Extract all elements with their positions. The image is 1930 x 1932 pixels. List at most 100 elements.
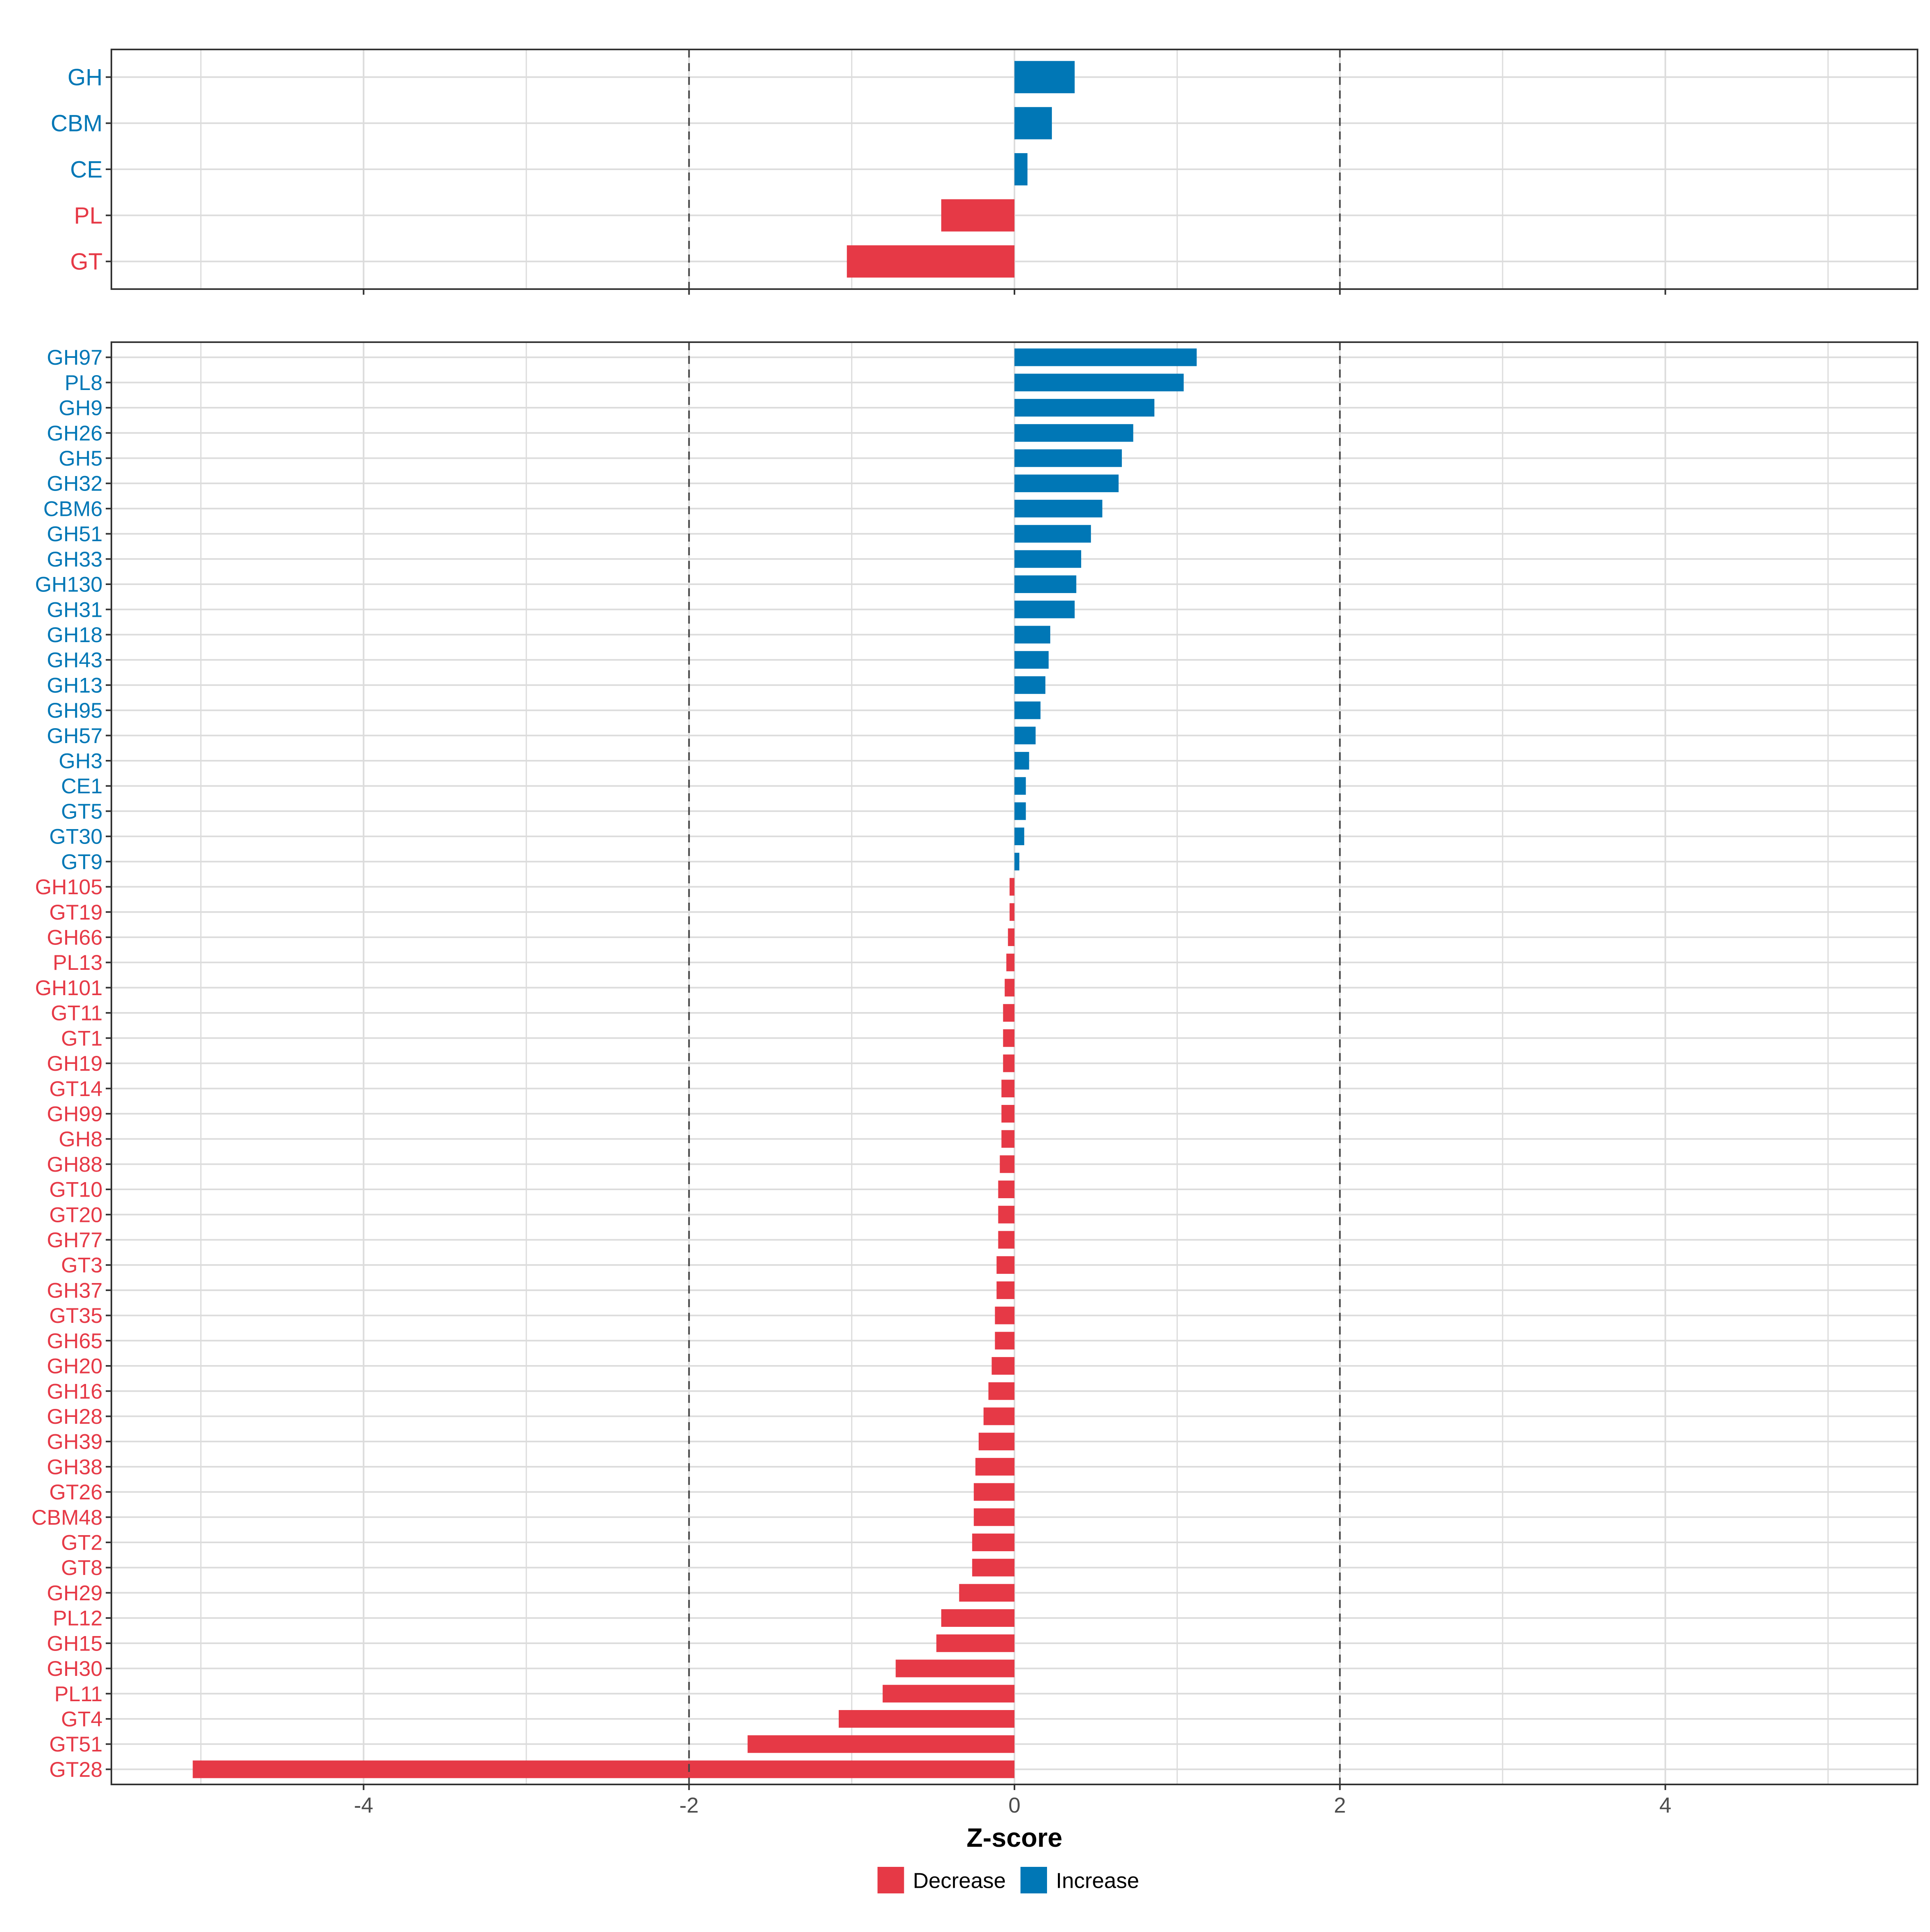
- bar-gh77: [998, 1231, 1014, 1249]
- y-tick-label: GH33: [47, 548, 103, 571]
- bar-gh66: [1008, 928, 1014, 946]
- y-tick-label: GH15: [47, 1632, 103, 1655]
- bar-gh16: [988, 1382, 1014, 1400]
- bar-gt4: [838, 1710, 1014, 1728]
- y-tick-label: GH5: [59, 447, 103, 470]
- y-tick-label: GT28: [49, 1758, 103, 1782]
- panel-family-level: GH97PL8GH9GH26GH5GH32CBM6GH51GH33GH130GH…: [31, 341, 1918, 1790]
- bar-gh101: [1004, 979, 1014, 997]
- y-tick-label: GH105: [35, 875, 103, 899]
- y-tick-label: GT4: [61, 1708, 103, 1731]
- bar-gt51: [747, 1735, 1014, 1753]
- bar-gh8: [1001, 1130, 1014, 1148]
- y-tick-label: PL: [74, 203, 103, 229]
- y-axis-labels: GH CBM CE PL GT: [51, 64, 111, 275]
- bar-gh18: [1014, 626, 1051, 644]
- y-tick-label: GH8: [59, 1127, 103, 1151]
- panels-layer: GH CBM CE PL GT GH97PL8GH9GH26GH5GH32CBM6GH51…: [31, 49, 1918, 1790]
- y-tick-label: GH51: [47, 522, 103, 546]
- bar-gh130: [1014, 575, 1076, 593]
- y-tick-label: GH38: [47, 1455, 103, 1479]
- bar-pl13: [1006, 953, 1014, 971]
- bar-gh28: [983, 1407, 1014, 1425]
- bar-pl8: [1014, 374, 1184, 392]
- y-tick-label: CE1: [61, 774, 103, 798]
- bar-gh3: [1014, 752, 1029, 770]
- y-tick-label: PL11: [54, 1682, 103, 1706]
- bar-gh15: [936, 1634, 1014, 1652]
- bar-gh88: [1000, 1155, 1014, 1173]
- y-tick-label: GT9: [61, 850, 103, 874]
- y-tick-label: GT20: [49, 1203, 103, 1227]
- bar-pl11: [883, 1685, 1014, 1703]
- y-tick-label: GH18: [47, 623, 103, 647]
- y-tick-label: GT11: [51, 1002, 103, 1025]
- y-tick-label: GT30: [49, 825, 103, 849]
- legend: Decrease Increase: [877, 1867, 1139, 1893]
- bar-gh30: [895, 1659, 1014, 1677]
- y-tick-label: GH16: [47, 1380, 103, 1403]
- y-tick-label: GT10: [49, 1178, 103, 1202]
- y-tick-label: GH57: [47, 724, 103, 748]
- y-tick-label: GH29: [47, 1581, 103, 1605]
- bar-gh9: [1014, 399, 1155, 417]
- y-tick-label: GH9: [59, 396, 103, 420]
- bar-pl: [941, 199, 1014, 232]
- bar-gt5: [1014, 802, 1026, 820]
- legend-swatch-decrease: [877, 1867, 904, 1893]
- x-ticks: [363, 289, 1666, 295]
- bar-gh31: [1014, 600, 1075, 618]
- legend-swatch-increase: [1020, 1867, 1047, 1893]
- y-tick-label: GH99: [47, 1102, 103, 1126]
- bar-gt11: [1003, 1004, 1014, 1022]
- bar-gt35: [995, 1306, 1014, 1324]
- y-tick-label: GH31: [47, 598, 103, 622]
- y-tick-label: GT26: [49, 1480, 103, 1504]
- y-tick-label: GT8: [61, 1556, 103, 1580]
- bar-gt1: [1003, 1029, 1014, 1047]
- bar-ce1: [1014, 777, 1026, 795]
- bar-gt2: [972, 1534, 1014, 1551]
- bar-gh99: [1001, 1105, 1014, 1123]
- y-tick-label: GH95: [47, 699, 103, 723]
- y-tick-label: GH20: [47, 1355, 103, 1378]
- y-tick-label: CBM48: [31, 1506, 103, 1530]
- bar-gt9: [1014, 852, 1020, 871]
- bar-gh20: [992, 1357, 1014, 1375]
- bars: [193, 348, 1197, 1778]
- y-tick-label: GT2: [61, 1531, 103, 1555]
- bar-gh105: [1009, 878, 1014, 896]
- y-tick-label: PL13: [53, 951, 103, 975]
- bar-gh32: [1014, 474, 1119, 493]
- x-tick-label: 2: [1334, 1793, 1346, 1817]
- bar-gh95: [1014, 701, 1041, 719]
- bar-gt8: [972, 1558, 1014, 1577]
- y-tick-label: GH30: [47, 1657, 103, 1681]
- bar-gh: [1014, 61, 1075, 93]
- bar-gt10: [998, 1181, 1014, 1198]
- y-tick-label: GH88: [47, 1153, 103, 1176]
- y-tick-label: PL12: [53, 1607, 103, 1630]
- y-tick-label: GT3: [61, 1254, 103, 1277]
- y-tick-label: GH: [68, 64, 103, 90]
- legend-item-increase: Increase: [1020, 1867, 1139, 1893]
- bar-gt20: [998, 1205, 1014, 1224]
- bars: [847, 61, 1075, 278]
- y-tick-label: GH19: [47, 1052, 103, 1076]
- legend-label-decrease: Decrease: [913, 1868, 1006, 1893]
- x-tick-label: -4: [354, 1793, 373, 1817]
- bar-pl12: [941, 1609, 1014, 1627]
- bar-gh37: [996, 1281, 1014, 1299]
- y-tick-label: GH32: [47, 472, 103, 496]
- y-tick-label: GT14: [49, 1077, 103, 1101]
- bar-gh97: [1014, 348, 1197, 366]
- y-tick-label: GT1: [61, 1027, 103, 1050]
- x-ticks: [363, 1784, 1666, 1790]
- bar-gh65: [995, 1332, 1014, 1350]
- y-tick-label: GT35: [49, 1304, 103, 1328]
- bar-gt28: [193, 1760, 1015, 1778]
- bar-gt26: [973, 1483, 1014, 1501]
- y-tick-label: GH101: [35, 976, 103, 1000]
- y-tick-label: GH3: [59, 749, 103, 773]
